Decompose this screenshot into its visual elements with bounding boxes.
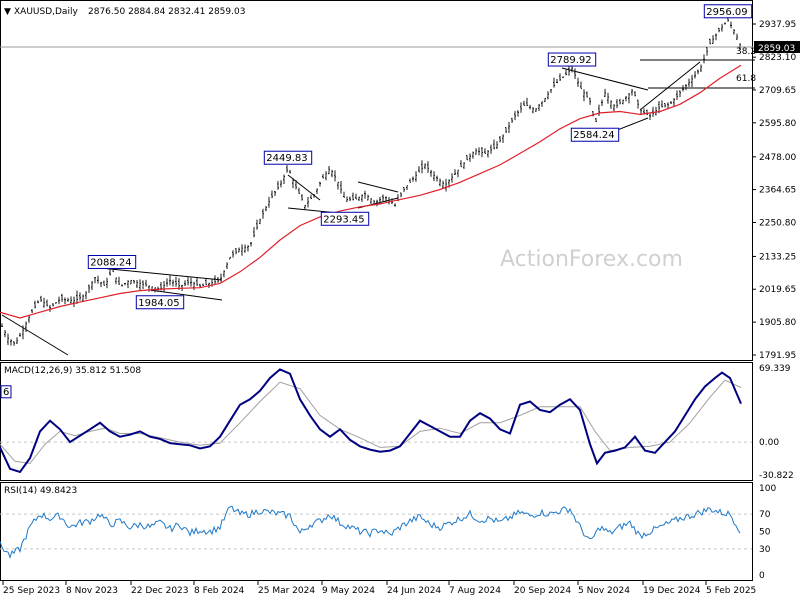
header-symbol: XAUUSD,Daily	[14, 7, 78, 17]
x-tick-label: 25 Mar 2024	[258, 586, 315, 596]
price-tick-label: 2937.95	[759, 20, 796, 30]
price-label-box	[320, 211, 370, 226]
last-price-tag	[754, 41, 800, 53]
fib-level-label: 61.8	[736, 74, 756, 84]
trendline	[149, 289, 223, 301]
trendline	[1, 314, 69, 356]
price-label-box	[570, 127, 620, 142]
x-tick-label: 20 Sep 2024	[514, 586, 571, 596]
last-price-label: 2859.03	[758, 44, 795, 54]
rsi-panel-frame	[0, 482, 753, 581]
price-series-layer	[0, 15, 742, 346]
price-label-box	[703, 4, 753, 19]
fib-level-label: 38.2	[736, 47, 756, 57]
x-tick-label: 25 Sep 2023	[3, 586, 60, 596]
price-label-box	[263, 150, 313, 165]
price-label-text: 6	[3, 387, 9, 398]
rsi-tick-label: 100	[759, 484, 776, 494]
header-arrow-icon: ▼	[4, 7, 11, 17]
moving-average-line	[0, 64, 742, 319]
price-tick-label: 2709.65	[759, 86, 796, 96]
price-label-text: 2956.09	[706, 7, 747, 18]
header-ohlc: 2876.50 2884.84 2832.41 2859.03	[88, 7, 245, 17]
price-label-text: 2293.45	[323, 214, 364, 225]
rsi-title: RSI(14) 49.8423	[4, 486, 77, 496]
trendline	[561, 67, 649, 91]
price-tick-label: 1791.95	[759, 351, 796, 361]
macd-tick-label: -30.822	[759, 471, 794, 481]
price-label-text: 2789.92	[550, 55, 591, 66]
watermark: ActionForex.com	[500, 247, 683, 272]
x-tick-label: 24 Jun 2024	[387, 586, 441, 596]
price-tick-label: 2019.65	[759, 285, 796, 295]
x-tick-label: 5 Nov 2024	[578, 586, 630, 596]
x-tick-label: 9 May 2024	[322, 586, 375, 596]
x-axis: 25 Sep 2023 8 Nov 2023 22 Dec 2023 8 Feb 20…	[2, 581, 756, 596]
price-label-text: 2449.83	[266, 153, 307, 164]
annotations-layer: 2088.24 1984.05 2449.83 2293.45 2789.92 2584.…	[0, 4, 756, 399]
price-label-box	[547, 52, 597, 67]
price-tick-label: 2478.00	[759, 153, 796, 163]
x-tick-label: 8 Nov 2023	[66, 586, 118, 596]
trendline	[357, 181, 399, 193]
macd-tick-label: 0.00	[759, 438, 779, 448]
macd-title: MACD(12,26,9) 35.812 51.508	[4, 366, 141, 376]
macd-tick-label: 69.339	[759, 364, 791, 374]
price-tick-label: 2250.80	[759, 218, 796, 228]
price-label-text: 2584.24	[573, 130, 614, 141]
rsi-tick-label: 50	[759, 528, 771, 538]
price-tick-label: 2364.65	[759, 186, 796, 196]
price-tick-label: 2595.80	[759, 119, 796, 129]
rsi-tick-label: 0	[759, 571, 765, 581]
price-tick-label: 2133.25	[759, 252, 796, 262]
macd-signal-line	[0, 379, 742, 464]
price-label-text: 2088.24	[90, 257, 131, 268]
price-tick-label: 1905.80	[759, 318, 796, 328]
x-tick-label: 8 Feb 2024	[194, 586, 245, 596]
price-label-box	[135, 295, 185, 310]
trendlines	[1, 59, 755, 356]
price-label-box	[87, 254, 137, 269]
x-tick-label: 19 Dec 2024	[643, 586, 701, 596]
rsi-series-layer: 100 70 50 30 0	[0, 484, 776, 581]
price-panel-frame	[0, 0, 753, 361]
macd-panel-frame	[0, 362, 753, 481]
x-tick-label: 7 Aug 2024	[449, 586, 501, 596]
x-tick-label: 5 Feb 2025	[706, 586, 756, 596]
price-label-box	[0, 385, 12, 399]
rsi-tick-label: 30	[759, 545, 771, 555]
rsi-tick-label: 70	[759, 510, 771, 520]
price-label-text: 1984.05	[138, 298, 179, 309]
price-tick-label: 2823.10	[759, 53, 796, 63]
macd-line	[0, 368, 742, 474]
trendline	[639, 61, 701, 111]
macd-series-layer: 69.339 0.00 -30.822	[0, 364, 794, 481]
trendline	[99, 267, 223, 281]
rsi-line	[0, 505, 741, 559]
price-axis: 2937.95 2823.10 2709.65 2595.80 2478.00 2364.…	[752, 20, 796, 361]
x-tick-label: 22 Dec 2023	[131, 586, 189, 596]
